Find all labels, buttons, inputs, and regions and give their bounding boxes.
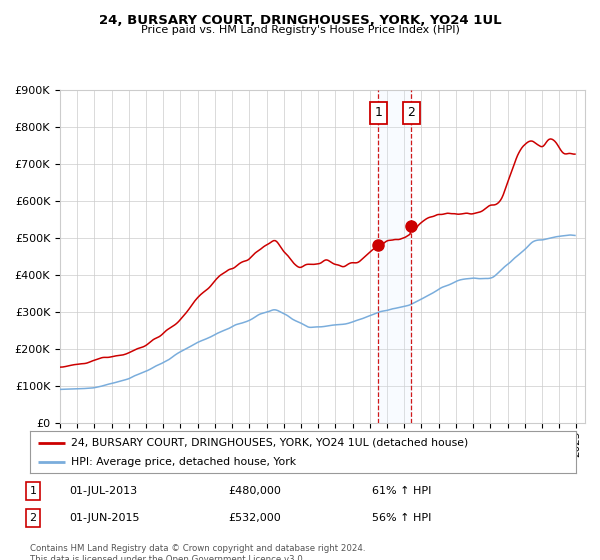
- Text: 2: 2: [407, 106, 415, 119]
- Text: 61% ↑ HPI: 61% ↑ HPI: [372, 486, 431, 496]
- Text: 2: 2: [29, 513, 37, 523]
- Text: £532,000: £532,000: [228, 513, 281, 523]
- Text: HPI: Average price, detached house, York: HPI: Average price, detached house, York: [71, 457, 296, 467]
- Text: 01-JUN-2015: 01-JUN-2015: [69, 513, 139, 523]
- Text: 24, BURSARY COURT, DRINGHOUSES, YORK, YO24 1UL: 24, BURSARY COURT, DRINGHOUSES, YORK, YO…: [98, 14, 502, 27]
- Text: Price paid vs. HM Land Registry's House Price Index (HPI): Price paid vs. HM Land Registry's House …: [140, 25, 460, 35]
- Text: 24, BURSARY COURT, DRINGHOUSES, YORK, YO24 1UL (detached house): 24, BURSARY COURT, DRINGHOUSES, YORK, YO…: [71, 437, 468, 447]
- Text: 56% ↑ HPI: 56% ↑ HPI: [372, 513, 431, 523]
- Text: £480,000: £480,000: [228, 486, 281, 496]
- Text: Contains HM Land Registry data © Crown copyright and database right 2024.
This d: Contains HM Land Registry data © Crown c…: [30, 544, 365, 560]
- Bar: [379, 90, 412, 423]
- Text: 1: 1: [374, 106, 382, 119]
- Text: 01-JUL-2013: 01-JUL-2013: [69, 486, 137, 496]
- Text: 1: 1: [29, 486, 37, 496]
